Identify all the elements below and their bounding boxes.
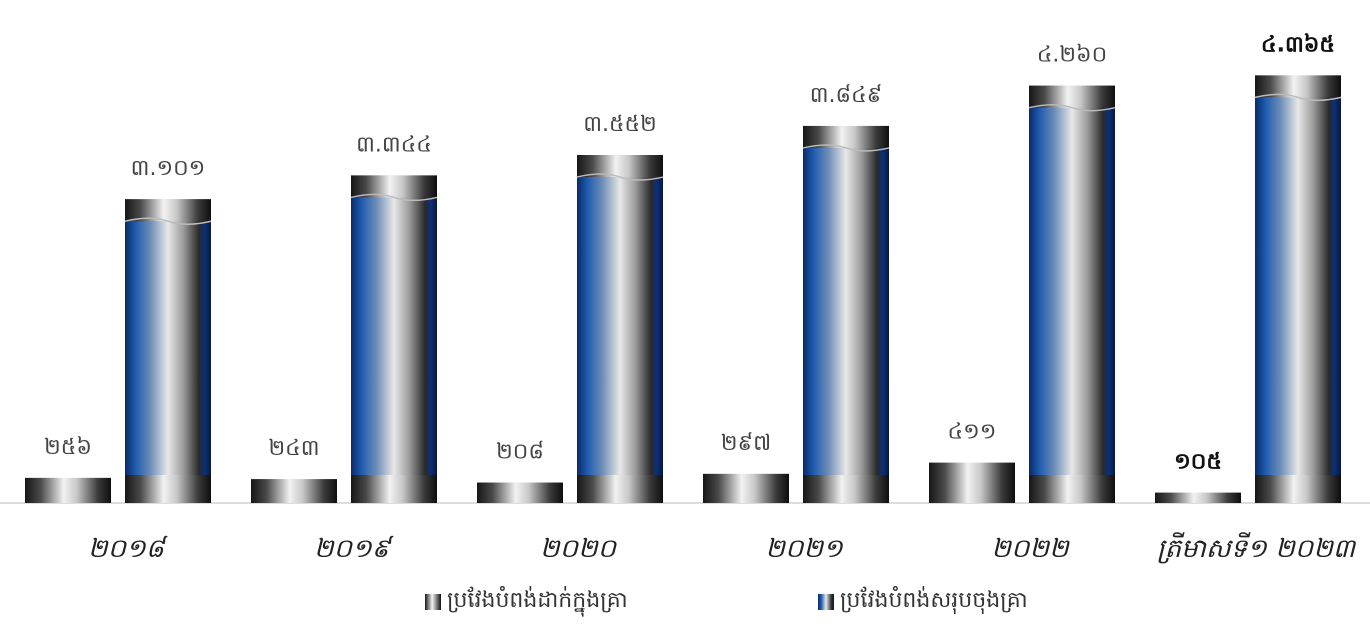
bar-s1-2 (477, 482, 563, 503)
value-label-s1-3: ២៩៧ (721, 431, 771, 456)
bars-layer (25, 75, 1342, 503)
bar-s2-3 (802, 125, 890, 503)
value-label-s2-5: ៤.៣៦៥ (1261, 32, 1335, 57)
bar-s1-4 (929, 462, 1015, 503)
value-label-s1-1: ២៤៣ (268, 436, 319, 461)
category-labels-layer: ២០១៨ ២០១៩ ២០២០ ២០២១ ២០២២ ត្រីមាសទី១ ២០២៣ (88, 532, 1357, 564)
legend: ប្រវែងបំពង់ដាក់ក្នុងគ្រា ប្រវែងបំពង់សរុប… (0, 586, 1370, 626)
bar-s1-3 (703, 473, 789, 503)
bar-s2-5 (1254, 75, 1342, 503)
bar-s1-5 (1155, 492, 1241, 503)
category-label-2: ២០២០ (540, 534, 618, 564)
category-label-1: ២០១៩ (314, 534, 395, 564)
bar-s1-0 (25, 477, 111, 503)
legend-label-series1: ប្រវែងបំពង់ដាក់ក្នុងគ្រា (447, 588, 628, 613)
bar-s2-1 (350, 175, 438, 503)
bar-s2-0 (124, 199, 212, 503)
legend-label-series2: ប្រវែងបំពង់សរុបចុងគ្រា (840, 588, 1028, 613)
legend-swatch-series1 (425, 594, 441, 610)
bar-s2-2 (576, 155, 664, 503)
legend-swatch-series2 (818, 594, 834, 610)
category-label-0: ២០១៨ (88, 534, 169, 564)
value-label-s2-0: ៣.១០១ (131, 156, 206, 181)
value-label-s1-4: ៤១១ (948, 420, 997, 445)
value-label-s1-2: ២០៨ (496, 440, 544, 465)
value-label-s1-0: ២៥៦ (44, 435, 92, 460)
bar-s2-4 (1028, 85, 1116, 503)
category-label-5: ត្រីមាសទី១ ២០២៣ (1157, 532, 1357, 564)
value-label-s1-5: ១០៥ (1174, 450, 1222, 475)
legend-item-series1: ប្រវែងបំពង់ដាក់ក្នុងគ្រា (425, 586, 628, 618)
value-label-s2-1: ៣.៣៤៤ (356, 132, 432, 157)
category-label-4: ២០២២ (991, 534, 1071, 564)
value-label-s2-2: ៣.៥៥២ (583, 112, 657, 137)
category-label-3: ២០២១ (765, 534, 845, 564)
value-label-s2-4: ៤.២៦០ (1037, 43, 1107, 68)
legend-item-series2: ប្រវែងបំពង់សរុបចុងគ្រា (818, 586, 1028, 618)
bar-s1-1 (251, 479, 337, 503)
value-label-s2-3: ៣.៨៤៩ (810, 83, 883, 108)
